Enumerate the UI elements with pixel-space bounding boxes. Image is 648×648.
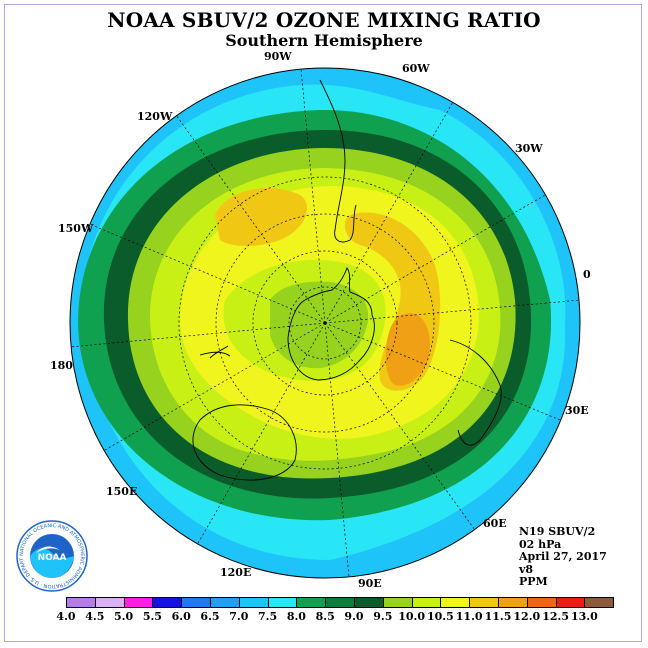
lon-label-0: 0 bbox=[583, 268, 591, 281]
colorbar-label: 8.5 bbox=[315, 610, 335, 623]
colorbar-label: 4.5 bbox=[85, 610, 105, 623]
colorbar-swatch bbox=[181, 597, 211, 608]
meridian-60e bbox=[324, 322, 476, 531]
colorbar-label: 11.0 bbox=[455, 610, 483, 623]
meridian-30w bbox=[324, 194, 546, 324]
info-date: April 27, 2017 bbox=[519, 550, 607, 563]
logo-wave bbox=[30, 548, 74, 578]
coastlines bbox=[192, 79, 502, 481]
contour-11-5 bbox=[385, 313, 430, 386]
colorbar-label: 12.5 bbox=[542, 610, 569, 623]
lat-circle-60s bbox=[215, 213, 435, 433]
info-block: N19 SBUV/2 02 hPa April 27, 2017 v8 PPM bbox=[519, 525, 607, 589]
logo-center-text: NOAA bbox=[38, 553, 67, 563]
colorbar-swatch bbox=[555, 597, 586, 608]
lon-label-60w: 60W bbox=[402, 62, 430, 75]
lat-circle-70s bbox=[252, 250, 398, 396]
lon-label-180: 180 bbox=[50, 359, 73, 372]
lon-label-120e: 120E bbox=[220, 566, 252, 579]
colorbar-swatch bbox=[296, 597, 327, 608]
lon-label-30e: 30E bbox=[565, 404, 589, 417]
colorbar-swatch bbox=[325, 597, 355, 608]
lon-label-90e: 90E bbox=[358, 577, 382, 590]
colorbar-label: 9.5 bbox=[373, 610, 393, 623]
logo-bird-icon bbox=[36, 546, 60, 553]
colorbar-swatch bbox=[411, 597, 442, 608]
colorbar-label: 8.0 bbox=[286, 610, 306, 623]
meridian-90e bbox=[324, 322, 350, 578]
colorbar-label: 13.0 bbox=[570, 610, 598, 623]
graticule bbox=[69, 68, 581, 578]
colorbar-swatch bbox=[584, 597, 615, 608]
colorbar-label: 10.5 bbox=[426, 610, 454, 623]
colorbar-label: 6.0 bbox=[171, 610, 191, 623]
map-frame bbox=[4, 4, 642, 642]
lon-label-150e: 150E bbox=[106, 485, 138, 498]
colorbar-label: 5.5 bbox=[142, 610, 162, 623]
colorbar-swatch bbox=[152, 597, 183, 608]
noaa-logo: NATIONAL OCEANIC AND ATMOSPHERIC ADMINIS… bbox=[16, 520, 88, 592]
colorbar-swatch bbox=[267, 597, 298, 608]
antarctica-coast bbox=[287, 267, 375, 381]
meridian-90w bbox=[300, 68, 326, 324]
colorbar-swatch bbox=[526, 597, 557, 608]
colorbar-label: 5.0 bbox=[114, 610, 134, 623]
colorbar-label: 4.0 bbox=[56, 610, 76, 623]
lon-label-60e: 60E bbox=[483, 517, 507, 530]
colorbar-swatch bbox=[210, 597, 240, 608]
meridian-180 bbox=[69, 322, 326, 348]
info-version: v8 bbox=[519, 562, 534, 576]
south-america-coast bbox=[319, 79, 357, 243]
colorbar-swatch bbox=[469, 597, 499, 608]
lon-label-150w: 150W bbox=[58, 222, 94, 235]
colorbar-swatch bbox=[238, 597, 269, 608]
meridian-120w bbox=[175, 114, 326, 324]
info-level: 02 hPa bbox=[519, 537, 562, 551]
colorbar-label: 6.5 bbox=[200, 610, 220, 623]
colorbar-label: 12.0 bbox=[513, 610, 541, 623]
meridian-150e bbox=[104, 322, 326, 451]
contour-11-0-a bbox=[215, 187, 308, 246]
lat-circle-50s bbox=[178, 176, 472, 470]
globe-outline bbox=[69, 67, 581, 579]
colorbar-swatch bbox=[354, 597, 384, 608]
colorbar-label: 11.5 bbox=[484, 610, 512, 623]
new-zealand-coast bbox=[199, 345, 231, 359]
lon-label-90w: 90W bbox=[264, 50, 292, 63]
colorbar-label: 10.0 bbox=[398, 610, 425, 623]
colorbar-swatch bbox=[123, 597, 154, 608]
info-units: PPM bbox=[519, 575, 548, 588]
colorbar-swatch bbox=[382, 597, 413, 608]
africa-coast bbox=[449, 339, 502, 446]
lat-circle-80s bbox=[288, 286, 362, 360]
colorbar-swatch bbox=[498, 597, 528, 608]
meridian-0 bbox=[324, 299, 581, 324]
map-subtitle: Southern Hemisphere bbox=[225, 31, 423, 50]
colorbar-swatch bbox=[440, 597, 471, 608]
colorbar-swatch bbox=[94, 597, 125, 608]
australia-coast bbox=[192, 404, 297, 481]
contour-9-5-inner bbox=[270, 281, 369, 369]
colorbar-swatch bbox=[66, 597, 96, 608]
lon-label-120w: 120W bbox=[137, 110, 173, 123]
meridian-150w bbox=[91, 224, 326, 324]
meridian-30e bbox=[324, 322, 561, 421]
map-title: NOAA SBUV/2 OZONE MIXING RATIO bbox=[107, 8, 541, 32]
colorbar-label: 7.5 bbox=[258, 610, 278, 623]
lon-label-30w: 30W bbox=[515, 142, 543, 155]
colorbar-label: 9.0 bbox=[344, 610, 364, 623]
colorbar-label: 7.0 bbox=[229, 610, 249, 623]
meridian-60w bbox=[324, 101, 454, 324]
info-instrument: N19 SBUV/2 bbox=[519, 525, 596, 538]
